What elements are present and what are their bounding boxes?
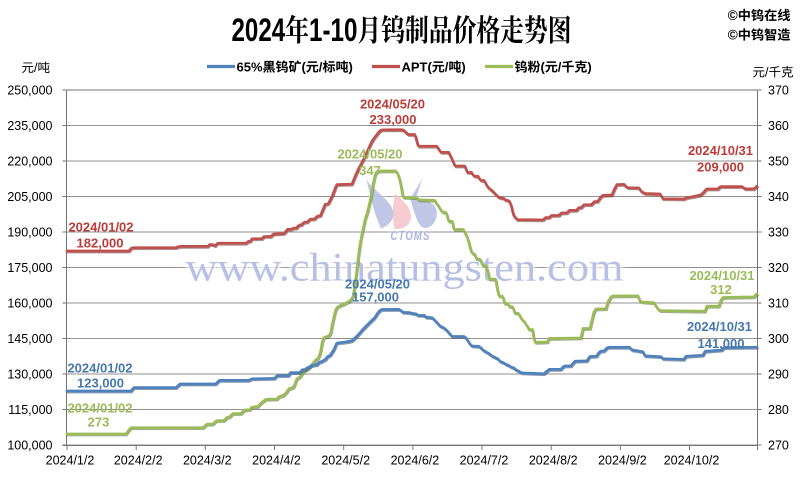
svg-text:2024/10/31: 2024/10/31 [687, 319, 752, 334]
svg-text:340: 340 [768, 190, 789, 204]
svg-text:): ) [587, 60, 591, 75]
svg-text:©: © [728, 28, 738, 43]
svg-text:182,000: 182,000 [77, 236, 124, 251]
svg-text:/: / [765, 66, 769, 80]
svg-text:310: 310 [768, 296, 789, 310]
svg-text:(: ( [302, 60, 307, 75]
svg-text:(: ( [541, 60, 546, 75]
svg-text:CTOMS: CTOMS [391, 229, 431, 243]
svg-text:©: © [728, 8, 738, 23]
svg-text:2024/3/2: 2024/3/2 [183, 454, 232, 468]
svg-text:2024/6/2: 2024/6/2 [391, 454, 440, 468]
svg-text:/: / [34, 61, 38, 75]
svg-text:2024/05/20: 2024/05/20 [337, 147, 402, 162]
svg-text:2024/1/2: 2024/1/2 [46, 454, 95, 468]
svg-text:330: 330 [768, 225, 789, 239]
svg-text:): ) [349, 60, 353, 75]
svg-text:2024/01/02: 2024/01/02 [67, 361, 132, 376]
svg-text:220,000: 220,000 [7, 154, 52, 168]
svg-text:250,000: 250,000 [7, 83, 52, 97]
svg-text:2024/10/31: 2024/10/31 [689, 268, 754, 283]
svg-text:190,000: 190,000 [7, 225, 52, 239]
svg-text:2024/05/20: 2024/05/20 [345, 277, 410, 292]
svg-text:CTOMS: CTOMS [391, 229, 431, 243]
svg-text:233,000: 233,000 [370, 112, 417, 127]
svg-text:123,000: 123,000 [77, 376, 124, 391]
svg-text:235,000: 235,000 [7, 119, 52, 133]
svg-text:www.chinatungsten.com: www.chinatungsten.com [186, 245, 624, 290]
svg-text:APT(: APT( [402, 60, 433, 75]
svg-text:157,000: 157,000 [352, 290, 399, 305]
svg-text:2024/4/2: 2024/4/2 [252, 454, 301, 468]
svg-text:/: / [445, 60, 449, 75]
svg-text:209,000: 209,000 [697, 160, 744, 175]
svg-text:290: 290 [768, 367, 789, 381]
svg-text:2024/8/2: 2024/8/2 [529, 454, 578, 468]
svg-text:/: / [558, 60, 562, 75]
svg-text:175,000: 175,000 [7, 261, 52, 275]
svg-text:347: 347 [359, 163, 381, 178]
svg-text:160,000: 160,000 [7, 296, 52, 310]
svg-text:130,000: 130,000 [7, 367, 52, 381]
svg-text:270: 270 [768, 438, 789, 452]
svg-text:2024/10/31: 2024/10/31 [688, 143, 753, 158]
svg-text:312: 312 [710, 282, 732, 297]
svg-text:): ) [461, 60, 465, 75]
svg-text:2024/7/2: 2024/7/2 [460, 454, 509, 468]
svg-text:2024/2/2: 2024/2/2 [114, 454, 163, 468]
svg-text:350: 350 [768, 154, 789, 168]
svg-text:280: 280 [768, 403, 789, 417]
svg-text:2024/5/2: 2024/5/2 [321, 454, 370, 468]
svg-text:100,000: 100,000 [7, 438, 52, 452]
svg-text:360: 360 [768, 119, 789, 133]
svg-text:2024/01/02: 2024/01/02 [68, 220, 133, 235]
svg-text:141,000: 141,000 [698, 336, 745, 351]
svg-text:115,000: 115,000 [8, 403, 52, 417]
svg-text:273: 273 [88, 415, 110, 430]
svg-text:2024/10/2: 2024/10/2 [664, 454, 720, 468]
svg-text:370: 370 [768, 83, 789, 97]
svg-text:1-10: 1-10 [309, 12, 357, 48]
svg-text:/: / [319, 60, 323, 75]
svg-text:2024: 2024 [232, 12, 286, 48]
svg-text:www.chinatungsten.com: www.chinatungsten.com [186, 245, 624, 290]
svg-text:320: 320 [768, 261, 789, 275]
svg-text:2024/01/02: 2024/01/02 [67, 401, 132, 416]
svg-text:65%: 65% [237, 60, 263, 75]
svg-text:www.chinatungsten.com: www.chinatungsten.com [186, 245, 624, 290]
svg-text:2024/05/20: 2024/05/20 [360, 97, 425, 112]
svg-text:205,000: 205,000 [7, 190, 52, 204]
svg-text:145,000: 145,000 [7, 332, 52, 346]
svg-text:2024/9/2: 2024/9/2 [598, 454, 647, 468]
svg-text:300: 300 [768, 332, 789, 346]
